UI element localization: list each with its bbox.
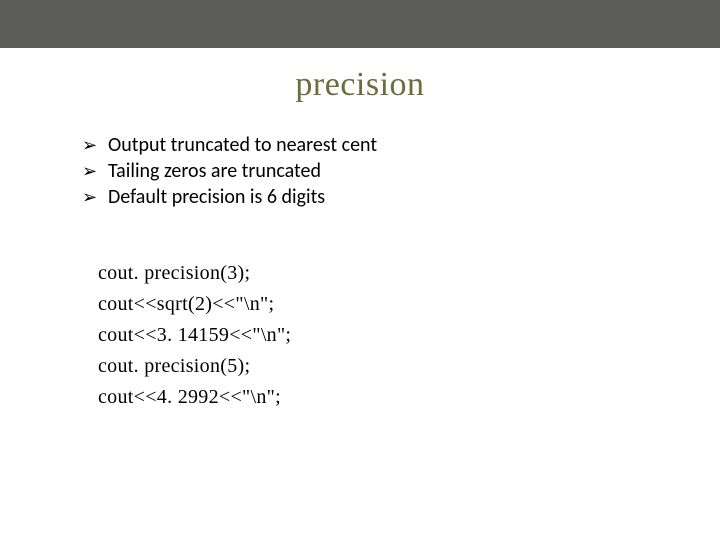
bullet-marker-icon: ➢ xyxy=(82,160,108,183)
bullet-marker-icon: ➢ xyxy=(82,186,108,209)
code-line: cout<<4. 2992<<"\n"; xyxy=(98,382,720,413)
code-line: cout<<3. 14159<<"\n"; xyxy=(98,320,720,351)
bullet-marker-icon: ➢ xyxy=(82,134,108,157)
bullet-list: ➢ Output truncated to nearest cent ➢ Tai… xyxy=(82,132,720,210)
bullet-item: ➢ Output truncated to nearest cent xyxy=(82,132,720,158)
bullet-text: Default precision is 6 digits xyxy=(108,184,325,210)
bullet-text: Output truncated to nearest cent xyxy=(108,132,377,158)
code-line: cout. precision(5); xyxy=(98,351,720,382)
bullet-item: ➢ Default precision is 6 digits xyxy=(82,184,720,210)
code-line: cout. precision(3); xyxy=(98,258,720,289)
code-line: cout<<sqrt(2)<<"\n"; xyxy=(98,289,720,320)
top-bar xyxy=(0,0,720,48)
slide-title: precision xyxy=(0,66,720,104)
bullet-item: ➢ Tailing zeros are truncated xyxy=(82,158,720,184)
code-block: cout. precision(3); cout<<sqrt(2)<<"\n";… xyxy=(98,258,720,413)
bullet-text: Tailing zeros are truncated xyxy=(108,158,321,184)
